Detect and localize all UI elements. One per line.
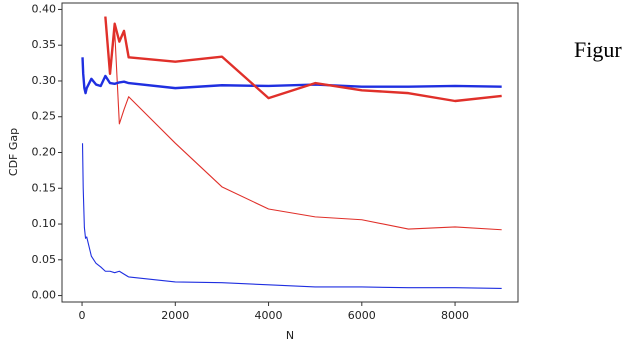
- x-tick-label: 2000: [161, 309, 189, 322]
- data-line: [104, 16, 502, 103]
- y-tick-label: 0.20: [32, 146, 57, 159]
- x-tick-label: 0: [79, 309, 86, 322]
- y-tick-label: 0.25: [32, 110, 57, 123]
- data-line: [81, 143, 502, 289]
- x-tick-label: 4000: [255, 309, 283, 322]
- data-line: [81, 57, 502, 95]
- y-axis-label: CDF Gap: [7, 128, 20, 176]
- data-line: [104, 16, 502, 231]
- y-tick-label: 0.00: [32, 289, 57, 302]
- y-tick-label: 0.40: [32, 2, 57, 15]
- y-tick-label: 0.10: [32, 217, 57, 230]
- y-tick-label: 0.35: [32, 38, 57, 51]
- x-axis-label: N: [286, 329, 294, 342]
- y-tick-label: 0.30: [32, 74, 57, 87]
- y-tick-label: 0.05: [32, 253, 57, 266]
- x-tick-label: 8000: [441, 309, 469, 322]
- x-tick-label: 6000: [348, 309, 376, 322]
- y-tick-label: 0.15: [32, 181, 57, 194]
- figure-caption: Figur: [574, 37, 622, 62]
- plot-frame: [61, 2, 519, 303]
